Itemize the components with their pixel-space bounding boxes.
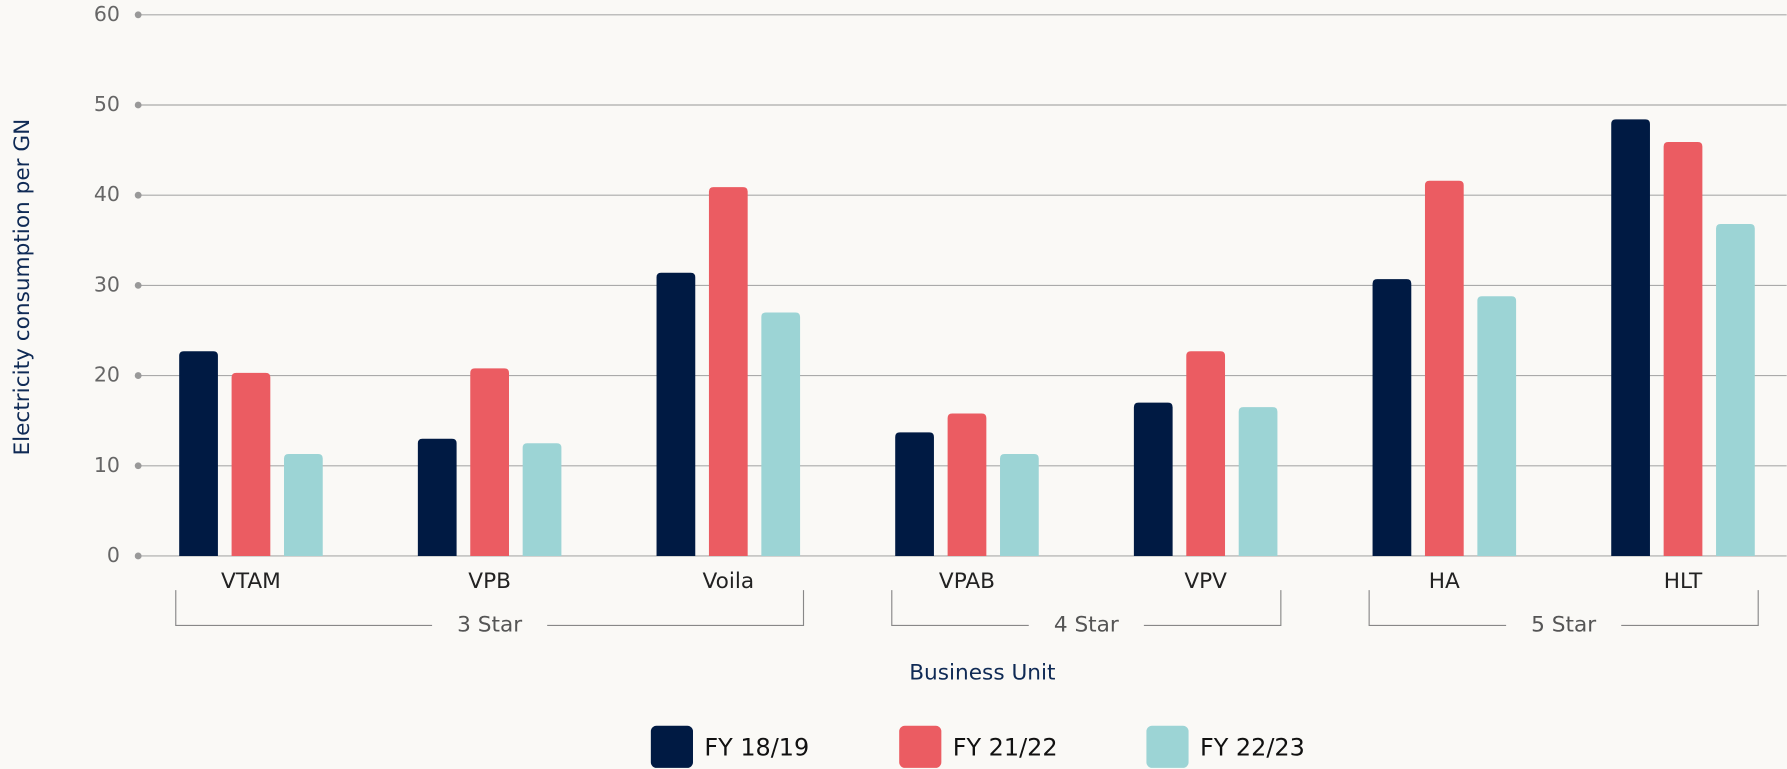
bar <box>1663 141 1703 556</box>
legend-swatch <box>1146 725 1189 768</box>
y-tick-label: 0 <box>107 543 120 567</box>
tick-dot <box>134 281 142 289</box>
bar <box>470 368 509 556</box>
y-axis-title: Electricity consumption per GN <box>10 119 35 456</box>
bar <box>1716 224 1755 556</box>
bar <box>1372 279 1412 556</box>
bar <box>1133 402 1173 556</box>
group-bracket <box>1368 590 1759 627</box>
group-label: 4 Star <box>1054 612 1119 637</box>
group-label: 3 Star <box>457 612 522 637</box>
tick-dot <box>134 191 142 199</box>
bar <box>708 187 748 556</box>
bar <box>1186 351 1226 556</box>
bar <box>1424 180 1464 556</box>
tick-dot <box>134 11 142 19</box>
tick-dot <box>134 552 142 560</box>
x-tick-label: VPV <box>1184 569 1227 594</box>
bar <box>417 438 457 556</box>
tick-dot <box>134 372 142 379</box>
bar <box>947 413 987 556</box>
tick-dot <box>134 101 142 109</box>
bar <box>231 372 271 556</box>
bar <box>1477 296 1517 556</box>
x-tick-label: HLT <box>1664 569 1703 594</box>
bar <box>1000 454 1039 556</box>
y-tick-label: 20 <box>94 363 120 387</box>
group-bracket <box>891 590 1282 627</box>
x-tick-label: VTAM <box>221 569 281 594</box>
y-tick-label: 60 <box>94 2 120 26</box>
bar <box>761 312 801 556</box>
legend-swatch <box>899 725 942 768</box>
x-tick-label: VPB <box>468 569 511 594</box>
bar <box>179 351 218 556</box>
x-tick-label: HA <box>1429 569 1460 594</box>
x-tick-label: Voila <box>702 569 754 594</box>
legend-label: FY 18/19 <box>704 733 809 761</box>
y-tick-label: 50 <box>94 92 120 116</box>
bar <box>522 443 562 556</box>
y-tick-label: 10 <box>94 453 120 477</box>
y-tick-label: 40 <box>94 182 120 206</box>
bar <box>1611 119 1650 556</box>
legend-swatch <box>650 725 693 768</box>
legend-label: FY 21/22 <box>953 733 1058 761</box>
tick-dot <box>134 462 142 470</box>
y-tick-label: 30 <box>94 272 120 296</box>
bar <box>895 432 934 556</box>
group-label: 5 Star <box>1531 612 1596 637</box>
bar <box>283 454 323 556</box>
group-bracket <box>175 590 805 627</box>
x-axis-title: Business Unit <box>909 660 1055 685</box>
bar <box>656 272 696 556</box>
bar <box>1238 407 1278 556</box>
x-tick-label: VPAB <box>939 569 995 594</box>
legend-label: FY 22/23 <box>1200 733 1305 761</box>
